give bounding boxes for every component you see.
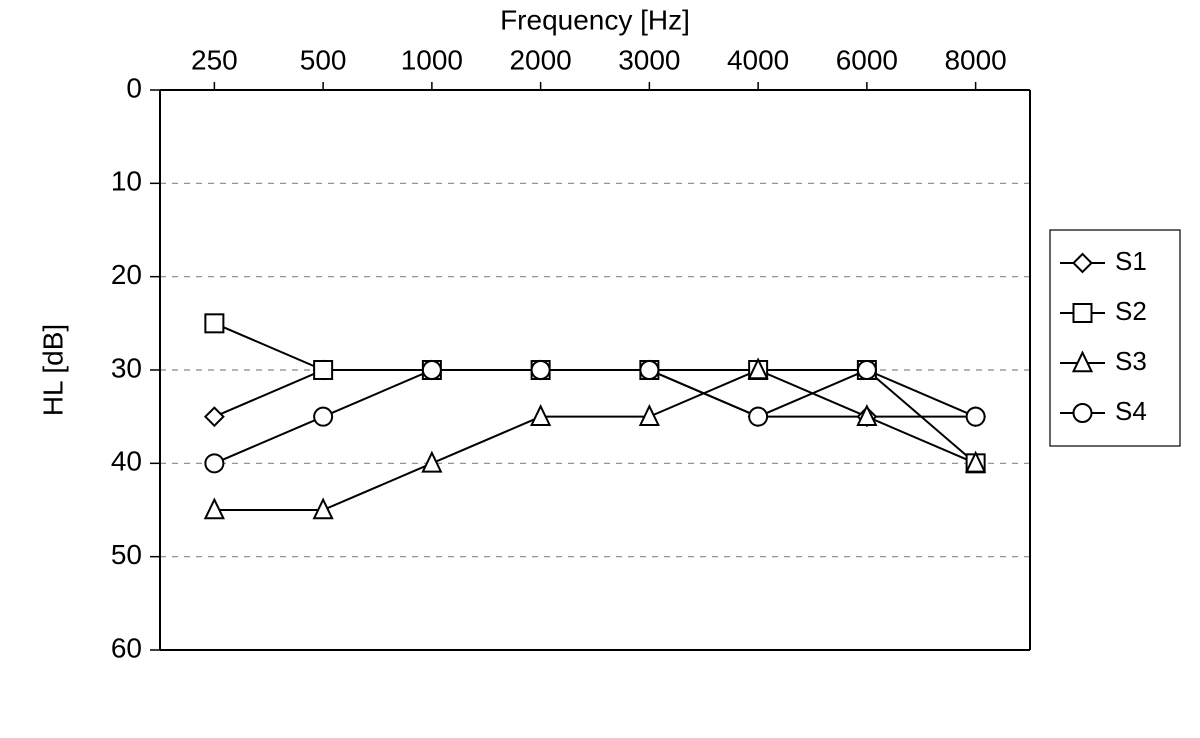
svg-text:0: 0 — [126, 72, 142, 103]
svg-text:50: 50 — [111, 539, 142, 570]
svg-text:6000: 6000 — [836, 44, 898, 75]
svg-text:S3: S3 — [1115, 346, 1147, 376]
legend: S1 S2 S3 S4 — [1050, 230, 1180, 446]
svg-text:500: 500 — [300, 44, 347, 75]
audiogram-chart: 0 10 20 30 40 50 60 250 500 1000 2000 3000 4000 6000 8… — [0, 0, 1200, 738]
svg-text:HL [dB]: HL [dB] — [37, 324, 68, 416]
svg-text:4000: 4000 — [727, 44, 789, 75]
svg-text:250: 250 — [191, 44, 238, 75]
svg-text:S2: S2 — [1115, 296, 1147, 326]
svg-text:30: 30 — [111, 352, 142, 383]
svg-text:10: 10 — [111, 166, 142, 197]
chart-svg: 0 10 20 30 40 50 60 250 500 1000 2000 3000 4000 6000 8… — [0, 0, 1200, 738]
svg-text:20: 20 — [111, 259, 142, 290]
svg-text:40: 40 — [111, 446, 142, 477]
svg-text:S4: S4 — [1115, 396, 1147, 426]
svg-text:1000: 1000 — [401, 44, 463, 75]
svg-text:S1: S1 — [1115, 246, 1147, 276]
svg-text:3000: 3000 — [618, 44, 680, 75]
svg-text:8000: 8000 — [944, 44, 1006, 75]
svg-text:Frequency [Hz]: Frequency [Hz] — [500, 4, 690, 35]
svg-text:60: 60 — [111, 632, 142, 663]
svg-text:2000: 2000 — [509, 44, 571, 75]
